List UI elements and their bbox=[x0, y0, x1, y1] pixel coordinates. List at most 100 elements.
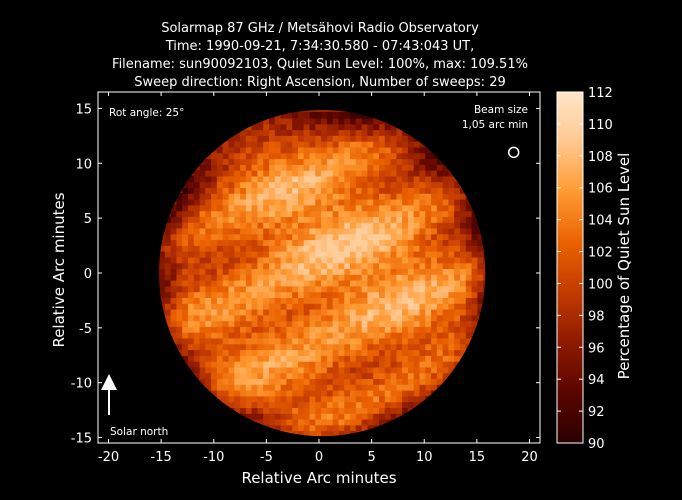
disk-cell bbox=[240, 291, 247, 298]
disk-cell bbox=[355, 123, 363, 131]
disk-cell bbox=[251, 262, 259, 270]
disk-cell bbox=[199, 297, 207, 304]
disk-cell bbox=[292, 187, 299, 194]
disk-cell bbox=[350, 360, 357, 368]
disk-cell bbox=[454, 355, 461, 362]
disk-cell bbox=[257, 216, 264, 223]
disk-cell bbox=[384, 308, 392, 316]
disk-cell bbox=[367, 326, 374, 333]
disk-cell bbox=[193, 187, 201, 194]
disk-cell bbox=[188, 291, 195, 298]
disk-cell bbox=[471, 250, 479, 258]
disk-cell bbox=[407, 279, 415, 287]
disk-cell bbox=[448, 204, 455, 212]
disk-cell bbox=[292, 337, 299, 345]
disk-cell bbox=[222, 250, 230, 258]
disk-cell bbox=[436, 308, 444, 316]
disk-cell bbox=[425, 372, 432, 379]
disk-cell bbox=[274, 372, 282, 379]
disk-cell bbox=[245, 314, 253, 322]
disk-cell bbox=[413, 268, 421, 275]
disk-cell bbox=[298, 291, 305, 298]
disk-cell bbox=[442, 279, 450, 287]
disk-cell bbox=[379, 233, 386, 241]
disk-cell bbox=[483, 262, 486, 270]
disk-cell bbox=[326, 216, 334, 223]
disk-cell bbox=[257, 210, 264, 217]
disk-cell bbox=[263, 181, 270, 188]
disk-cell bbox=[436, 285, 444, 293]
disk-cell bbox=[309, 384, 317, 391]
disk-cell bbox=[332, 140, 340, 148]
disk-cell bbox=[373, 245, 380, 252]
disk-cell bbox=[269, 349, 276, 356]
disk-cell bbox=[350, 337, 357, 345]
disk-cell bbox=[216, 216, 224, 223]
disk-cell bbox=[216, 303, 224, 310]
disk-cell bbox=[315, 360, 322, 368]
disk-cell bbox=[280, 343, 288, 351]
disk-cell bbox=[228, 256, 236, 264]
disk-cell bbox=[396, 193, 403, 200]
disk-cell bbox=[205, 210, 212, 217]
disk-cell bbox=[280, 204, 288, 212]
disk-cell bbox=[350, 256, 357, 264]
disk-cell bbox=[367, 152, 374, 160]
disk-cell bbox=[367, 355, 374, 362]
disk-cell bbox=[257, 389, 264, 397]
disk-cell bbox=[350, 320, 357, 327]
disk-cell bbox=[286, 193, 293, 200]
disk-cell bbox=[303, 384, 311, 391]
disk-cell bbox=[454, 279, 461, 287]
disk-cell bbox=[442, 343, 450, 351]
disk-cell bbox=[379, 418, 386, 426]
disk-cell bbox=[193, 366, 201, 374]
disk-cell bbox=[298, 239, 305, 246]
disk-cell bbox=[367, 256, 374, 264]
disk-cell bbox=[245, 169, 253, 177]
disk-cell bbox=[471, 262, 479, 270]
disk-cell bbox=[222, 384, 230, 391]
disk-cell bbox=[251, 343, 259, 351]
disk-cell bbox=[332, 268, 340, 275]
disk-cell bbox=[350, 181, 357, 188]
disk-cell bbox=[431, 337, 438, 345]
disk-cell bbox=[379, 285, 386, 293]
disk-cell bbox=[413, 221, 421, 229]
disk-cell bbox=[344, 331, 351, 339]
disk-cell bbox=[222, 233, 230, 241]
disk-cell bbox=[193, 181, 201, 188]
disk-cell bbox=[361, 187, 369, 194]
disk-cell bbox=[309, 355, 317, 362]
disk-cell bbox=[442, 366, 450, 374]
colorbar-tick-label: 108 bbox=[588, 150, 613, 165]
disk-cell bbox=[245, 401, 253, 408]
disk-cell bbox=[384, 372, 392, 379]
colorbar-tick-label: 90 bbox=[588, 437, 605, 452]
disk-cell bbox=[361, 424, 369, 432]
disk-cell bbox=[298, 407, 305, 414]
disk-cell bbox=[263, 308, 270, 316]
disk-cell bbox=[350, 366, 357, 374]
disk-cell bbox=[245, 135, 253, 142]
disk-cell bbox=[402, 314, 409, 322]
disk-cell bbox=[367, 193, 374, 200]
disk-cell bbox=[454, 256, 461, 264]
x-tick-label: 10 bbox=[416, 450, 433, 465]
disk-cell bbox=[292, 413, 299, 420]
disk-cell bbox=[465, 320, 473, 327]
disk-cell bbox=[332, 227, 340, 235]
rot-angle-label: Rot angle: 25° bbox=[109, 107, 184, 119]
disk-cell bbox=[280, 140, 288, 148]
disk-cell bbox=[251, 135, 259, 142]
disk-cell bbox=[460, 314, 467, 322]
disk-cell bbox=[350, 384, 357, 391]
disk-cell bbox=[419, 297, 427, 304]
disk-cell bbox=[245, 239, 253, 246]
disk-cell bbox=[176, 268, 183, 275]
disk-cell bbox=[338, 250, 346, 258]
disk-cell bbox=[274, 314, 282, 322]
disk-cell bbox=[292, 320, 299, 327]
disk-cell bbox=[234, 152, 241, 160]
disk-cell bbox=[228, 291, 236, 298]
